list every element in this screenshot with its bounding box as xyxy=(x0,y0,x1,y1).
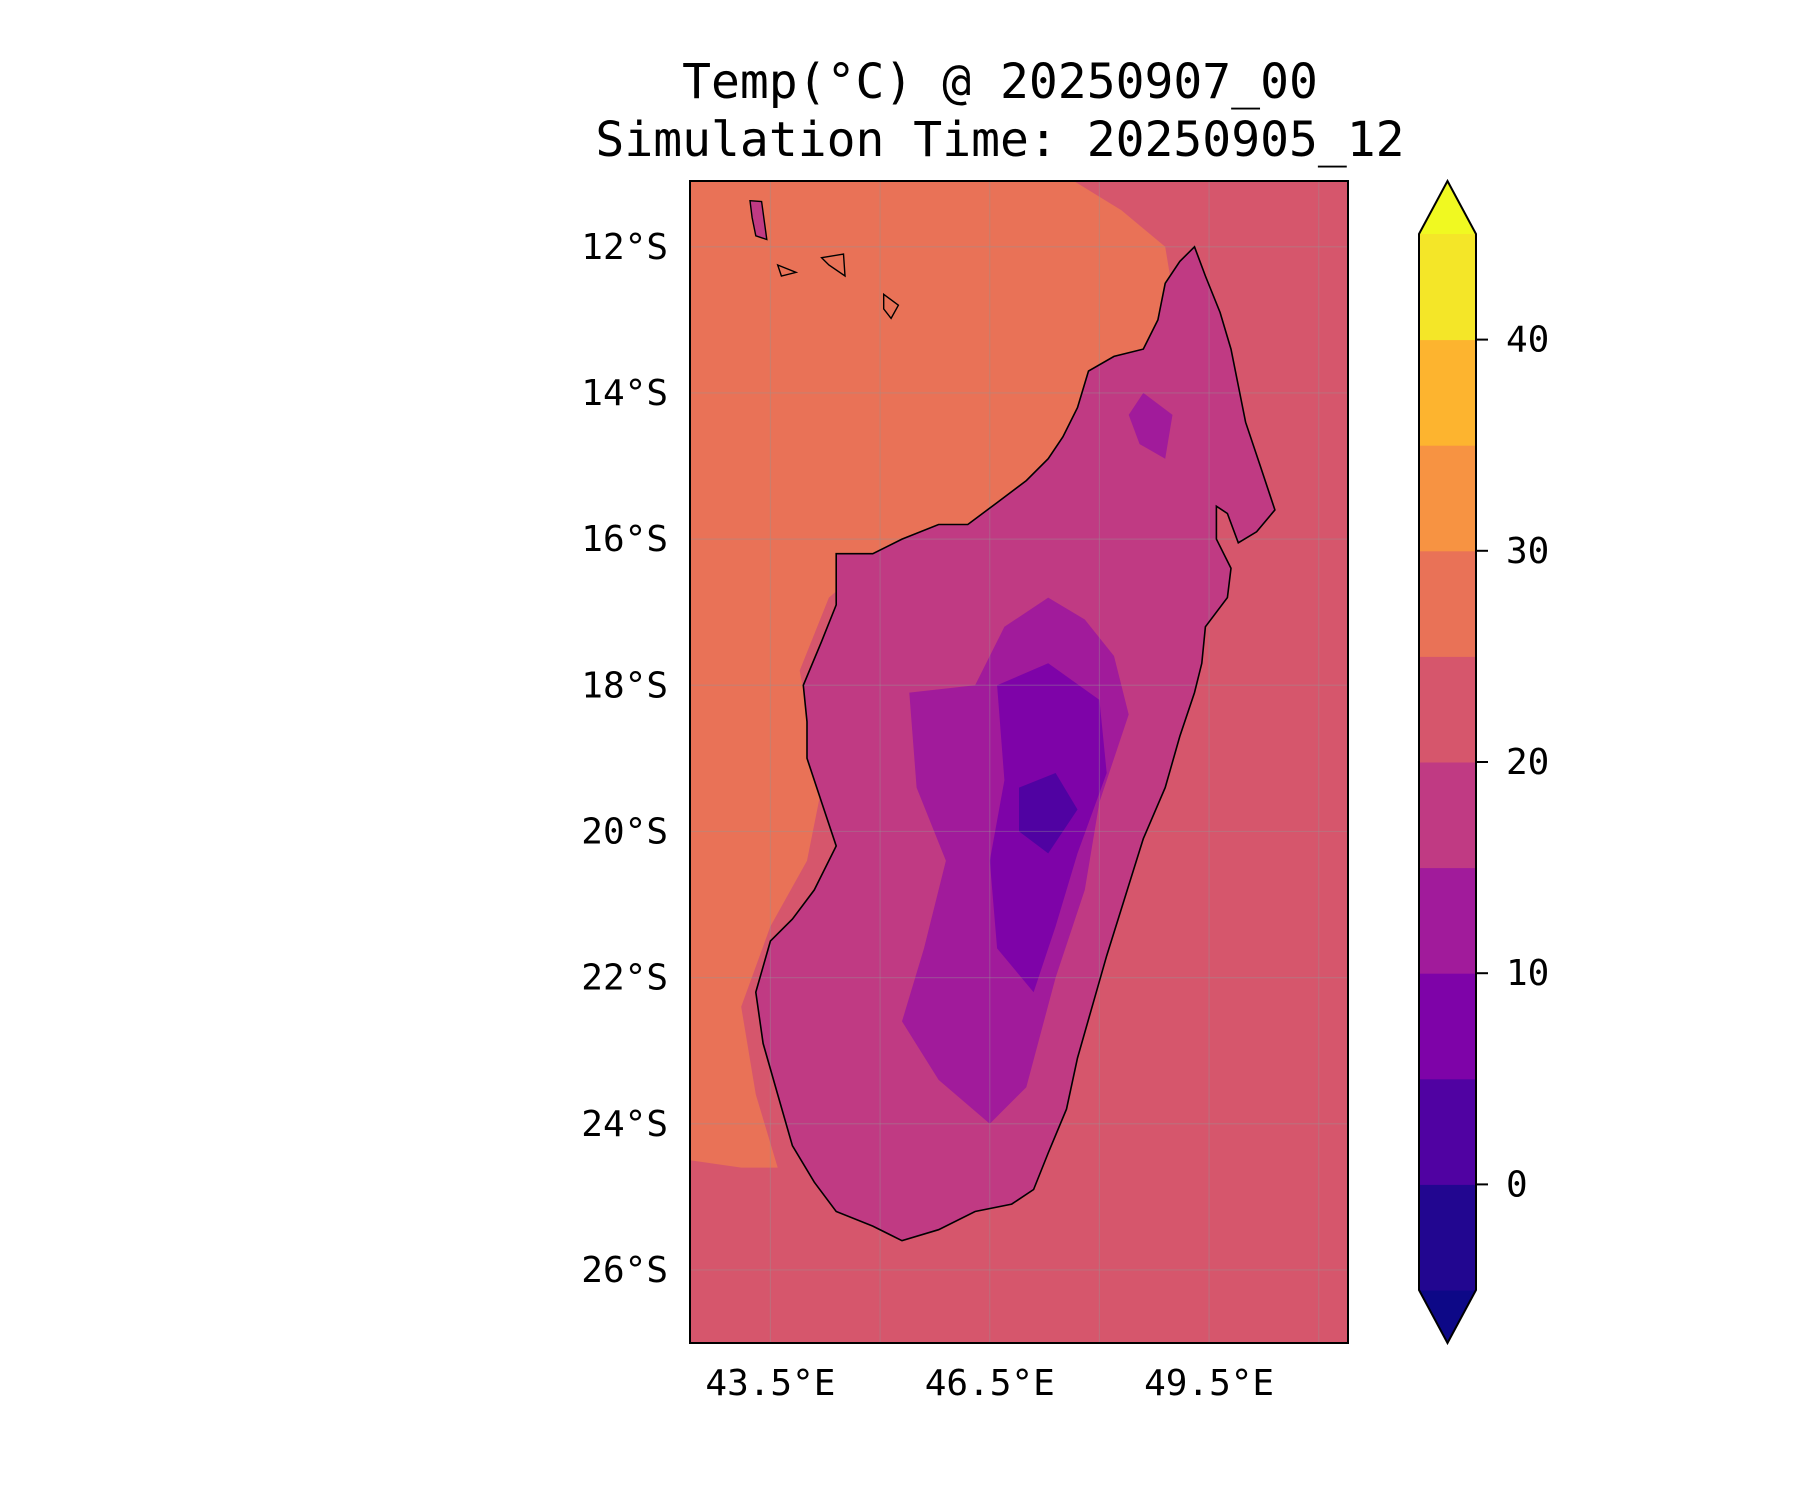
island-3 xyxy=(820,253,846,278)
lon-tick-label: 43.5°E xyxy=(705,1363,835,1404)
colorbar-segment xyxy=(1419,656,1476,763)
madagascar-coastline xyxy=(754,245,1276,1242)
lat-tick-label: 12°S xyxy=(581,227,668,268)
colorbar-tick-label: 0 xyxy=(1506,1164,1528,1205)
island-2 xyxy=(776,263,799,277)
map-title-line-1: Temp(°C) @ 20250907_00 xyxy=(682,54,1318,110)
lat-tick-label: 14°S xyxy=(581,373,668,414)
land-field-coldest-core xyxy=(1019,773,1078,854)
colorbar-segment xyxy=(1419,973,1476,1080)
colorbar-segment xyxy=(1419,867,1476,974)
map-gridlines xyxy=(690,181,1348,1343)
comoros-islands xyxy=(749,199,900,320)
lat-tick-label: 26°S xyxy=(581,1250,668,1291)
colorbar-tick-label: 10 xyxy=(1506,953,1549,994)
lon-tick-label: 46.5°E xyxy=(925,1363,1055,1404)
colorbar-segment xyxy=(1419,550,1476,657)
colorbar-tick-label: 30 xyxy=(1506,531,1549,572)
lat-tick-label: 20°S xyxy=(581,811,668,852)
colorbar-segment xyxy=(1419,1078,1476,1185)
lon-tick-label: 49.5°E xyxy=(1144,1363,1274,1404)
colorbar-outline xyxy=(1418,178,1477,1346)
colorbar-extend-under xyxy=(1419,1290,1476,1343)
colorbar-segment xyxy=(1419,1184,1476,1291)
colorbar-extend-over xyxy=(1419,181,1476,234)
temperature-colorbar xyxy=(1418,178,1477,1346)
colorbar-segment xyxy=(1419,762,1476,869)
lat-tick-label: 24°S xyxy=(581,1104,668,1145)
island-4 xyxy=(883,292,900,320)
colorbar-segment xyxy=(1419,339,1476,446)
island-1 xyxy=(749,199,768,241)
lat-tick-label: 18°S xyxy=(581,665,668,706)
lat-tick-label: 16°S xyxy=(581,519,668,560)
map-frame xyxy=(689,180,1349,1344)
latitude-tick-labels: 12°S 14°S 16°S 18°S 20°S 22°S 24°S 26°S xyxy=(581,227,668,1291)
colorbar-segment xyxy=(1419,234,1476,341)
ocean-field-west-north xyxy=(690,181,1173,1168)
map-panel xyxy=(690,181,1348,1343)
land-field-cool-north xyxy=(1128,392,1173,459)
map-title-line-2: Simulation Time: 20250905_12 xyxy=(595,112,1405,168)
longitude-tick-labels: 43.5°E 46.5°E 49.5°E xyxy=(705,1363,1274,1404)
colorbar-segment xyxy=(1419,445,1476,552)
colorbar-tick-label: 40 xyxy=(1506,320,1549,361)
colorbar-tick-label: 20 xyxy=(1506,742,1549,783)
colorbar-tick-labels: 0 10 20 30 40 xyxy=(1476,320,1549,1205)
lat-tick-label: 22°S xyxy=(581,958,668,999)
